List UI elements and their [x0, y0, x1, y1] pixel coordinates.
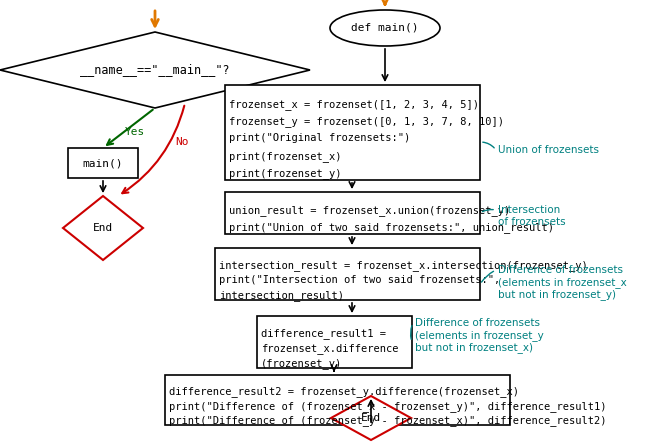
Text: (frozenset_y): (frozenset_y) [261, 358, 342, 368]
Text: print("Difference of (frozenset_y - frozenset_x)", difference_result2): print("Difference of (frozenset_y - froz… [169, 415, 607, 426]
Ellipse shape [330, 10, 440, 46]
Text: print("Difference of (frozenset_x - frozenset_y)", difference_result1): print("Difference of (frozenset_x - froz… [169, 400, 607, 412]
Text: print(frozenset_x): print(frozenset_x) [229, 151, 342, 162]
Bar [68, 148, 138, 178]
Bar [225, 85, 480, 180]
Text: __name__=="__main__"?: __name__=="__main__"? [80, 64, 230, 77]
Text: frozenset_y = frozenset([0, 1, 3, 7, 8, 10]): frozenset_y = frozenset([0, 1, 3, 7, 8, … [229, 116, 504, 127]
Polygon shape [331, 396, 411, 440]
Polygon shape [0, 32, 310, 108]
Text: frozenset_x = frozenset([1, 2, 3, 4, 5]): frozenset_x = frozenset([1, 2, 3, 4, 5]) [229, 99, 479, 110]
Text: main(): main() [83, 158, 123, 168]
Text: print(frozenset_y): print(frozenset_y) [229, 168, 342, 179]
Text: print("Original frozensets:"): print("Original frozensets:") [229, 134, 410, 143]
Text: union_result = frozenset_x.union(frozenset_y): union_result = frozenset_x.union(frozens… [229, 206, 510, 216]
Text: difference_result1 =: difference_result1 = [261, 328, 386, 339]
Text: Intersection
of frozensets: Intersection of frozensets [498, 205, 566, 227]
Text: No: No [175, 137, 188, 147]
Text: print("Union of two said frozensets:", union_result): print("Union of two said frozensets:", u… [229, 222, 554, 233]
Text: intersection_result): intersection_result) [219, 290, 344, 300]
Text: difference_result2 = frozenset_y.difference(frozenset_x): difference_result2 = frozenset_y.differe… [169, 386, 519, 397]
Text: def main(): def main() [351, 23, 419, 33]
Text: Union of frozensets: Union of frozensets [498, 145, 599, 155]
Text: End: End [361, 413, 381, 423]
Text: Difference of frozensets
(elements in frozenset_y
but not in frozenset_x): Difference of frozensets (elements in fr… [415, 318, 544, 353]
Text: frozenset_x.difference: frozenset_x.difference [261, 343, 399, 354]
Bar [257, 316, 412, 368]
Text: Yes: Yes [125, 127, 145, 137]
Text: print("Intersection of two said frozensets:",: print("Intersection of two said frozense… [219, 275, 500, 285]
Text: intersection_result = frozenset_x.intersection(frozenset_y): intersection_result = frozenset_x.inters… [219, 260, 588, 271]
Bar [165, 375, 510, 425]
Text: Difference of frozensets
(elements in frozenset_x
but not in frozenset_y): Difference of frozensets (elements in fr… [498, 265, 627, 300]
Text: End: End [93, 223, 113, 233]
Bar [225, 192, 480, 234]
Bar [215, 248, 480, 300]
Polygon shape [63, 196, 143, 260]
